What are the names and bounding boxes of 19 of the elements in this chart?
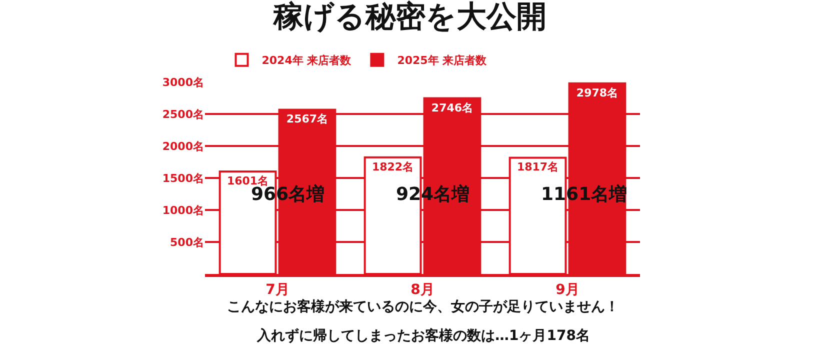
x-tick-label: 9月 bbox=[556, 282, 580, 298]
x-tick-label: 8月 bbox=[410, 282, 434, 298]
chart-title: 稼げる秘密を大公開 bbox=[272, 0, 546, 34]
text: こんなにお客様が来ているのに今、女の子が足りていません！ bbox=[227, 298, 619, 315]
data-label: 1817名 bbox=[516, 160, 559, 174]
legend-label: 2025年 来店者数 bbox=[397, 54, 488, 68]
data-label: 2746名 bbox=[431, 101, 474, 114]
data-label: 1822名 bbox=[372, 160, 414, 174]
data-label: 2567名 bbox=[286, 112, 328, 126]
legend-label: 2024年 来店者数 bbox=[262, 54, 352, 68]
y-tick-label: 2500名 bbox=[162, 108, 204, 121]
y-tick-label: 2000名 bbox=[162, 140, 204, 153]
y-tick-label: 1000名 bbox=[162, 204, 204, 217]
text: 入れずに帰してしまったお客様の数は…1ヶ月178名 bbox=[256, 327, 590, 344]
x-tick-label: 7月 bbox=[266, 282, 290, 298]
y-tick-label: 3000名 bbox=[162, 76, 204, 89]
y-tick-label: 500名 bbox=[170, 236, 204, 249]
y-tick-label: 1500名 bbox=[162, 172, 204, 185]
data-label: 2978名 bbox=[576, 86, 618, 100]
